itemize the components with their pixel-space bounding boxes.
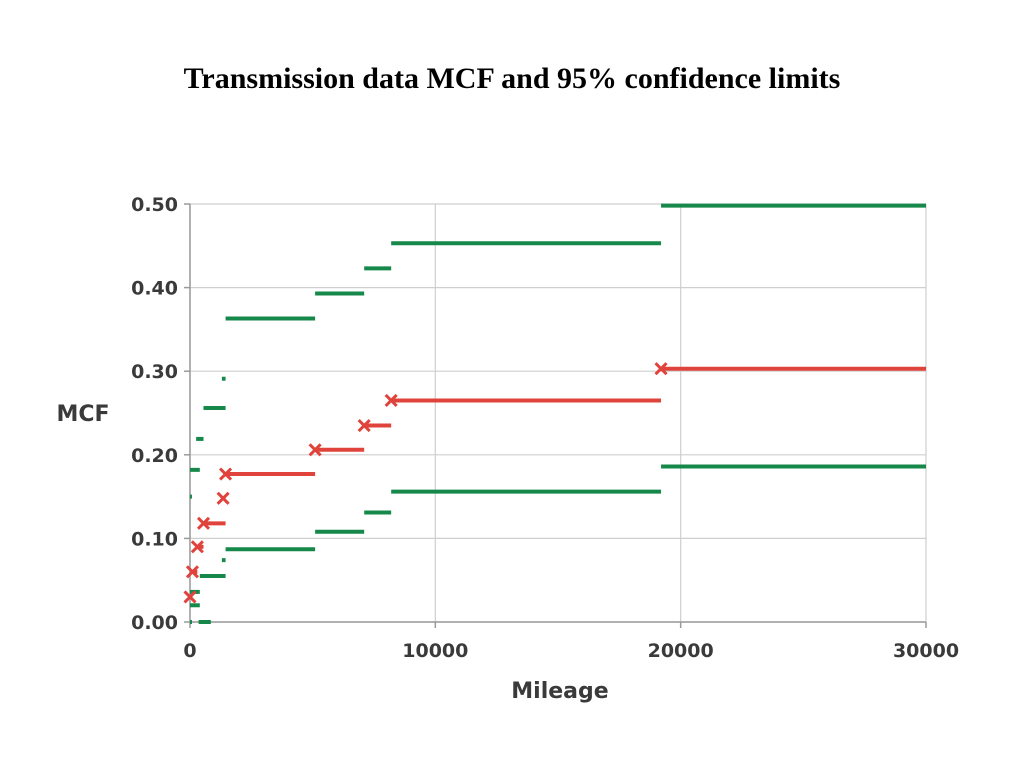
x-tick-label: 0: [183, 640, 196, 662]
y-tick-label: 0.20: [131, 445, 178, 467]
y-tick-label: 0.10: [131, 528, 178, 550]
mcf-x-marker: [654, 362, 668, 376]
mcf-x-marker: [185, 565, 200, 579]
x-axis-title: Mileage: [511, 679, 608, 704]
slide-title: Transmission data MCF and 95% confidence…: [183, 62, 841, 95]
mcf-x-marker: [216, 491, 230, 505]
y-tick-label: 0.50: [131, 194, 178, 216]
chart-grid: [189, 203, 927, 623]
y-tick-label: 0.00: [131, 612, 178, 634]
y-tick-label: 0.40: [131, 278, 178, 300]
confidence-limit-steps: [190, 203, 926, 624]
mcf-x-marker: [190, 540, 204, 554]
mcf-x-marker: [357, 418, 371, 433]
x-tick-label: 20000: [648, 640, 714, 662]
y-axis-title: MCF: [56, 402, 109, 427]
y-tick-label: 0.30: [131, 361, 178, 383]
mcf-x-marker: [219, 467, 233, 481]
mcf-x-marker: [196, 516, 211, 530]
x-tick-label: 30000: [893, 640, 959, 662]
mcf-x-marker: [308, 443, 322, 457]
mcf-steps: [183, 362, 926, 604]
mcf-x-marker: [183, 590, 197, 604]
mcf-x-marker: [384, 393, 398, 408]
chart-axes: 0.00 0.10 0.20 0.30 0.40 0.50 0 10000 20000 30000: [131, 194, 959, 662]
x-tick-label: 10000: [402, 640, 468, 662]
